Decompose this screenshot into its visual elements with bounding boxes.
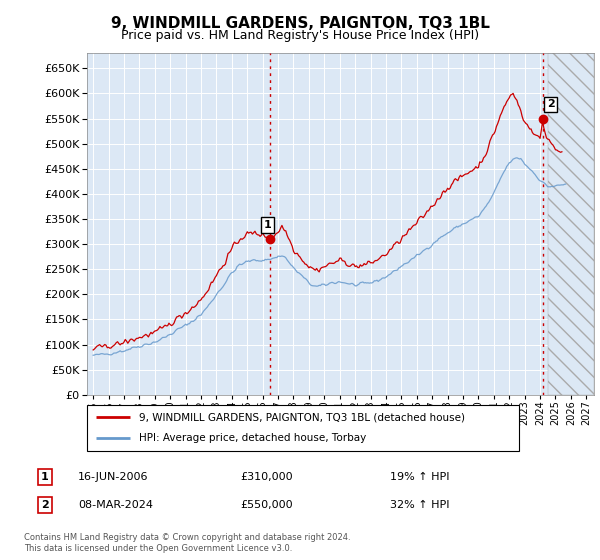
Text: £310,000: £310,000 xyxy=(240,472,293,482)
Bar xyxy=(548,53,594,395)
FancyBboxPatch shape xyxy=(87,405,519,451)
Text: 9, WINDMILL GARDENS, PAIGNTON, TQ3 1BL: 9, WINDMILL GARDENS, PAIGNTON, TQ3 1BL xyxy=(110,16,490,31)
Text: 32% ↑ HPI: 32% ↑ HPI xyxy=(390,500,449,510)
Text: 1: 1 xyxy=(41,472,49,482)
Text: 2: 2 xyxy=(547,100,554,109)
Text: £550,000: £550,000 xyxy=(240,500,293,510)
Text: 2: 2 xyxy=(41,500,49,510)
Text: Price paid vs. HM Land Registry's House Price Index (HPI): Price paid vs. HM Land Registry's House … xyxy=(121,29,479,42)
Text: 1: 1 xyxy=(263,220,271,230)
Text: 16-JUN-2006: 16-JUN-2006 xyxy=(78,472,149,482)
Text: 9, WINDMILL GARDENS, PAIGNTON, TQ3 1BL (detached house): 9, WINDMILL GARDENS, PAIGNTON, TQ3 1BL (… xyxy=(139,412,465,422)
Text: 19% ↑ HPI: 19% ↑ HPI xyxy=(390,472,449,482)
Text: Contains HM Land Registry data © Crown copyright and database right 2024.
This d: Contains HM Land Registry data © Crown c… xyxy=(24,533,350,553)
Text: HPI: Average price, detached house, Torbay: HPI: Average price, detached house, Torb… xyxy=(139,433,366,444)
Text: 08-MAR-2024: 08-MAR-2024 xyxy=(78,500,153,510)
